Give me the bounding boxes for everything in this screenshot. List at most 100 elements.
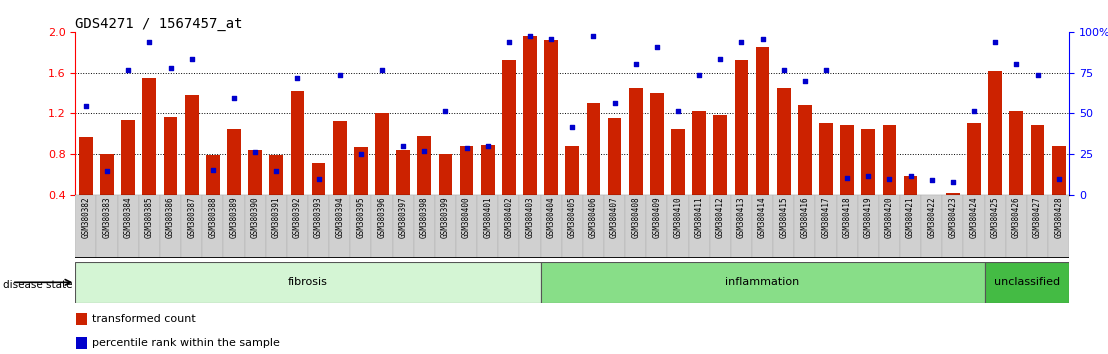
- Text: GSM380422: GSM380422: [927, 196, 936, 238]
- Bar: [692, 111, 706, 235]
- Point: [437, 108, 454, 114]
- Point: [564, 124, 582, 129]
- Text: GSM380388: GSM380388: [208, 196, 217, 238]
- Point: [246, 149, 264, 155]
- Point: [479, 143, 496, 149]
- Point: [753, 36, 771, 42]
- Bar: [815, 195, 837, 258]
- Bar: [75, 262, 541, 303]
- Point: [923, 178, 941, 183]
- Point: [585, 33, 603, 39]
- Bar: [143, 78, 156, 235]
- Point: [352, 151, 370, 157]
- Point: [120, 67, 137, 72]
- Bar: [629, 88, 643, 235]
- Point: [500, 39, 517, 45]
- Text: GSM380407: GSM380407: [611, 196, 619, 238]
- Text: GSM380405: GSM380405: [567, 196, 577, 238]
- Point: [818, 67, 835, 72]
- Bar: [499, 195, 520, 258]
- Bar: [819, 124, 833, 235]
- Bar: [203, 195, 224, 258]
- Point: [648, 44, 666, 50]
- Text: GSM380424: GSM380424: [970, 196, 978, 238]
- Point: [944, 180, 962, 185]
- Bar: [353, 147, 368, 235]
- Bar: [840, 126, 854, 235]
- Bar: [456, 195, 478, 258]
- Text: inflammation: inflammation: [726, 277, 800, 287]
- Bar: [837, 195, 858, 258]
- Bar: [185, 95, 198, 235]
- Bar: [541, 262, 985, 303]
- Bar: [434, 195, 456, 258]
- Point: [309, 177, 327, 182]
- Point: [627, 62, 645, 67]
- Bar: [650, 93, 664, 235]
- Bar: [858, 195, 879, 258]
- Bar: [985, 262, 1069, 303]
- Point: [1049, 177, 1067, 182]
- Point: [267, 169, 285, 174]
- Bar: [925, 195, 938, 235]
- Bar: [397, 150, 410, 235]
- Bar: [481, 145, 494, 235]
- Point: [162, 66, 179, 72]
- Point: [204, 167, 222, 173]
- Bar: [667, 195, 688, 258]
- Text: GSM380390: GSM380390: [250, 196, 259, 238]
- Bar: [224, 195, 245, 258]
- Text: GSM380411: GSM380411: [695, 196, 704, 238]
- Bar: [523, 36, 537, 235]
- Bar: [964, 195, 985, 258]
- Bar: [541, 195, 562, 258]
- Bar: [586, 103, 601, 235]
- Bar: [625, 195, 646, 258]
- Bar: [562, 195, 583, 258]
- Point: [331, 72, 349, 78]
- Point: [669, 108, 687, 114]
- Text: GSM380423: GSM380423: [948, 196, 957, 238]
- Text: GSM380425: GSM380425: [991, 196, 999, 238]
- Bar: [138, 195, 160, 258]
- Text: GSM380420: GSM380420: [885, 196, 894, 238]
- Bar: [777, 88, 791, 235]
- Bar: [75, 195, 96, 258]
- Point: [394, 143, 412, 149]
- Text: GSM380404: GSM380404: [546, 196, 555, 238]
- Bar: [565, 146, 579, 235]
- Bar: [227, 129, 240, 235]
- Point: [225, 95, 243, 101]
- Text: GSM380427: GSM380427: [1033, 196, 1042, 238]
- Point: [690, 72, 708, 78]
- Point: [606, 100, 624, 106]
- Text: GSM380397: GSM380397: [399, 196, 408, 238]
- Text: GSM380413: GSM380413: [737, 196, 746, 238]
- Point: [542, 36, 560, 42]
- Bar: [79, 137, 93, 235]
- Text: GSM380409: GSM380409: [653, 196, 661, 238]
- Point: [141, 39, 158, 45]
- Bar: [245, 195, 266, 258]
- Text: GSM380386: GSM380386: [166, 196, 175, 238]
- Bar: [1030, 126, 1045, 235]
- Bar: [798, 105, 812, 235]
- Bar: [710, 195, 731, 258]
- Bar: [883, 126, 896, 235]
- Bar: [439, 154, 452, 235]
- Text: GSM380387: GSM380387: [187, 196, 196, 238]
- Bar: [985, 195, 1006, 258]
- Text: unclassified: unclassified: [994, 277, 1060, 287]
- Text: GSM380399: GSM380399: [441, 196, 450, 238]
- Text: GSM380403: GSM380403: [525, 196, 534, 238]
- Text: GSM380426: GSM380426: [1012, 196, 1020, 238]
- Bar: [76, 313, 88, 325]
- Bar: [181, 195, 203, 258]
- Text: GSM380418: GSM380418: [843, 196, 852, 238]
- Point: [288, 75, 306, 80]
- Bar: [752, 195, 773, 258]
- Bar: [731, 195, 752, 258]
- Point: [796, 78, 813, 84]
- Point: [711, 57, 729, 62]
- Bar: [879, 195, 900, 258]
